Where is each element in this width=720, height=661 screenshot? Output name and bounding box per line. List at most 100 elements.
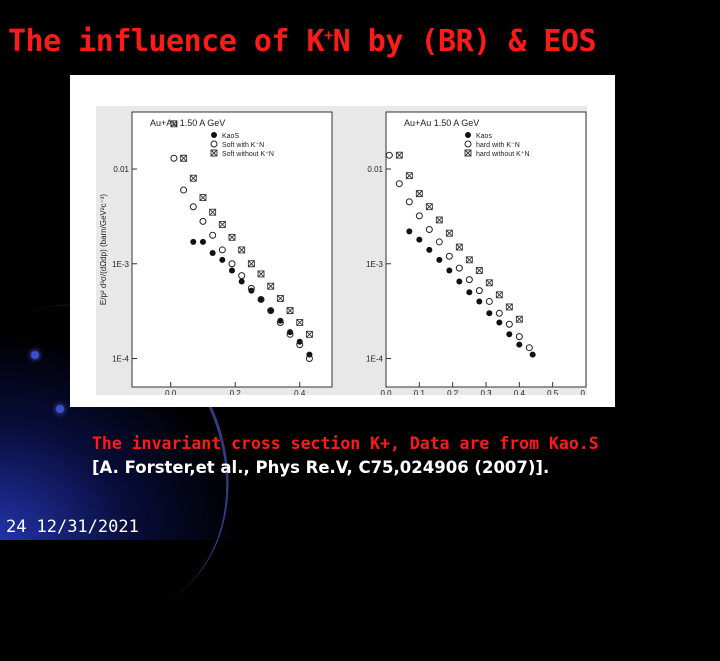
figure-caption: The invariant cross section K+, Data are… (92, 432, 599, 480)
data-point (247, 284, 255, 292)
data-point (506, 331, 513, 338)
data-point (267, 307, 274, 314)
data-point (466, 289, 473, 296)
y-tick-label: 1E-4 (112, 354, 129, 363)
data-point (189, 203, 197, 211)
y-axis-label: E/p² d³σ/(dΩdp) (barn/GeV²c⁻³) (99, 194, 108, 306)
data-point (189, 174, 197, 182)
data-point (247, 260, 255, 268)
data-point (199, 217, 207, 225)
x-tick-label: 0.5 (547, 389, 559, 395)
x-tick-label: 0.0 (165, 389, 177, 395)
data-point (385, 151, 393, 159)
data-point (495, 309, 503, 317)
data-point (190, 238, 197, 245)
data-point (199, 194, 207, 201)
data-point (416, 236, 423, 243)
data-point (248, 287, 255, 294)
data-point (276, 318, 284, 326)
caption-line-1: The invariant cross section K+, Data are… (92, 434, 599, 453)
x-tick-label: 0.3 (480, 389, 492, 395)
title-text-before: The influence of K (8, 24, 325, 59)
y-tick-label: 1E-4 (366, 354, 383, 363)
data-point (485, 297, 493, 305)
data-point (445, 252, 453, 260)
data-point (495, 291, 503, 299)
data-point (209, 249, 216, 256)
data-point (286, 330, 294, 338)
data-point (258, 296, 265, 303)
data-point (228, 260, 236, 268)
data-point (425, 203, 433, 211)
chart-title: Au+Au 1.50 A GeV (150, 118, 225, 128)
y-tick-label: 0.01 (113, 165, 129, 174)
slide-title: The influence of K+N by (BR) & EOS (8, 24, 597, 59)
x-tick-label: 0.6 (580, 389, 587, 395)
data-point (515, 333, 523, 341)
data-point (286, 307, 294, 315)
data-point (238, 278, 245, 285)
y-tick-label: 1E-3 (112, 260, 129, 269)
data-point (436, 256, 443, 263)
data-point (218, 220, 226, 228)
data-point (415, 212, 423, 220)
x-tick-label: 0.2 (230, 389, 242, 395)
data-point (218, 246, 226, 254)
data-point (296, 341, 304, 349)
data-point (435, 238, 443, 246)
data-point (486, 310, 493, 317)
data-point (228, 233, 236, 241)
legend-marker (211, 132, 217, 138)
data-point (465, 276, 473, 284)
legend-marker (465, 132, 471, 138)
data-point (525, 344, 533, 352)
caption-line-2: [A. Forster,et al., Phys Re.V, C75,02490… (92, 458, 550, 477)
page-number: 24 (6, 517, 27, 537)
legend-label: hard with K⁻N (476, 142, 520, 149)
data-point (426, 246, 433, 253)
data-point (405, 198, 413, 206)
data-point (277, 317, 284, 324)
data-point (238, 272, 246, 280)
data-point (455, 264, 463, 272)
data-point (257, 295, 265, 303)
y-tick-label: 1E-3 (366, 260, 383, 269)
data-point (199, 238, 206, 245)
data-point (505, 303, 513, 311)
chart-title: Au+Au 1.50 A GeV (404, 118, 479, 128)
data-point (505, 320, 513, 328)
slide-date: 12/31/2021 (36, 517, 139, 537)
data-point (287, 329, 294, 336)
legend-label: hard without K⁺N (476, 151, 530, 158)
data-point (209, 231, 217, 239)
data-point (516, 341, 523, 348)
title-superscript: + (324, 26, 333, 44)
data-point (296, 319, 304, 326)
data-point (276, 295, 284, 302)
legend-label: Soft with K⁻N (222, 142, 264, 149)
x-tick-label: 0.1 (414, 389, 426, 395)
data-point (257, 270, 265, 278)
data-point (180, 154, 188, 162)
data-point (425, 225, 433, 233)
data-point (456, 278, 463, 285)
data-point (476, 298, 483, 305)
chart-panel-2: 0.01 1E-3 1E-4 0.0 0.1 0.2 0.3 0.4 0.5 0.6 Au+Au 1… (366, 111, 592, 409)
data-point (415, 190, 423, 198)
data-point (170, 120, 178, 128)
data-point (455, 243, 463, 251)
x-tick-label: 0.4 (294, 389, 306, 395)
data-point (305, 330, 313, 338)
data-point (529, 351, 536, 358)
data-point (496, 319, 503, 326)
data-point (267, 282, 275, 290)
y-tick-label: 0.01 (367, 165, 383, 174)
data-point (395, 151, 403, 159)
x-tick-label: 0.0 (380, 389, 392, 395)
data-point (238, 246, 246, 254)
data-point (465, 256, 473, 264)
